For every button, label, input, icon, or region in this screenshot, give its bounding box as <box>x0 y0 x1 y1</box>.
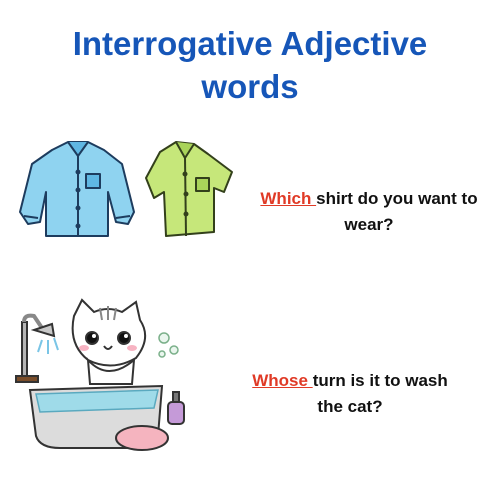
page-title: Interrogative Adjective words <box>0 22 500 108</box>
example-sentence-1: Which shirt do you want to wear? <box>238 186 500 238</box>
sentence-1-line-2: wear? <box>344 215 394 234</box>
green-shirt-icon <box>145 141 233 237</box>
soap-bottle-icon <box>167 391 185 425</box>
cat-icon <box>71 298 147 385</box>
shirts-illustration <box>19 141 233 237</box>
cat-bath-illustration <box>15 298 185 451</box>
title-line-2: words <box>201 68 299 105</box>
bath-mat-icon <box>115 425 169 451</box>
shower-icon <box>15 313 59 383</box>
sentence-1-line-1: shirt do you want to <box>316 189 478 208</box>
keyword-which: Which <box>260 189 317 208</box>
blue-shirt-icon <box>19 141 135 237</box>
title-line-1: Interrogative Adjective <box>72 25 428 62</box>
example-sentence-2: Whose turn is it to wash the cat? <box>235 368 465 420</box>
sentence-2-line-1: turn is it to wash <box>312 371 448 390</box>
keyword-whose: Whose <box>252 371 313 390</box>
bubbles-icon <box>158 332 179 358</box>
sentence-2-line-2: the cat? <box>317 397 383 416</box>
